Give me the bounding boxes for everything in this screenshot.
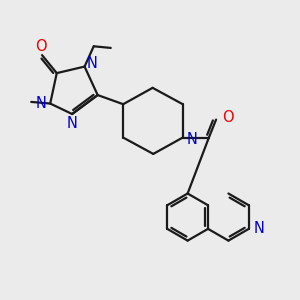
Text: N: N: [35, 96, 46, 111]
Text: N: N: [67, 116, 78, 130]
Text: O: O: [35, 39, 47, 54]
Text: N: N: [187, 132, 197, 147]
Text: O: O: [222, 110, 234, 125]
Text: N: N: [86, 56, 98, 71]
Text: N: N: [254, 221, 265, 236]
